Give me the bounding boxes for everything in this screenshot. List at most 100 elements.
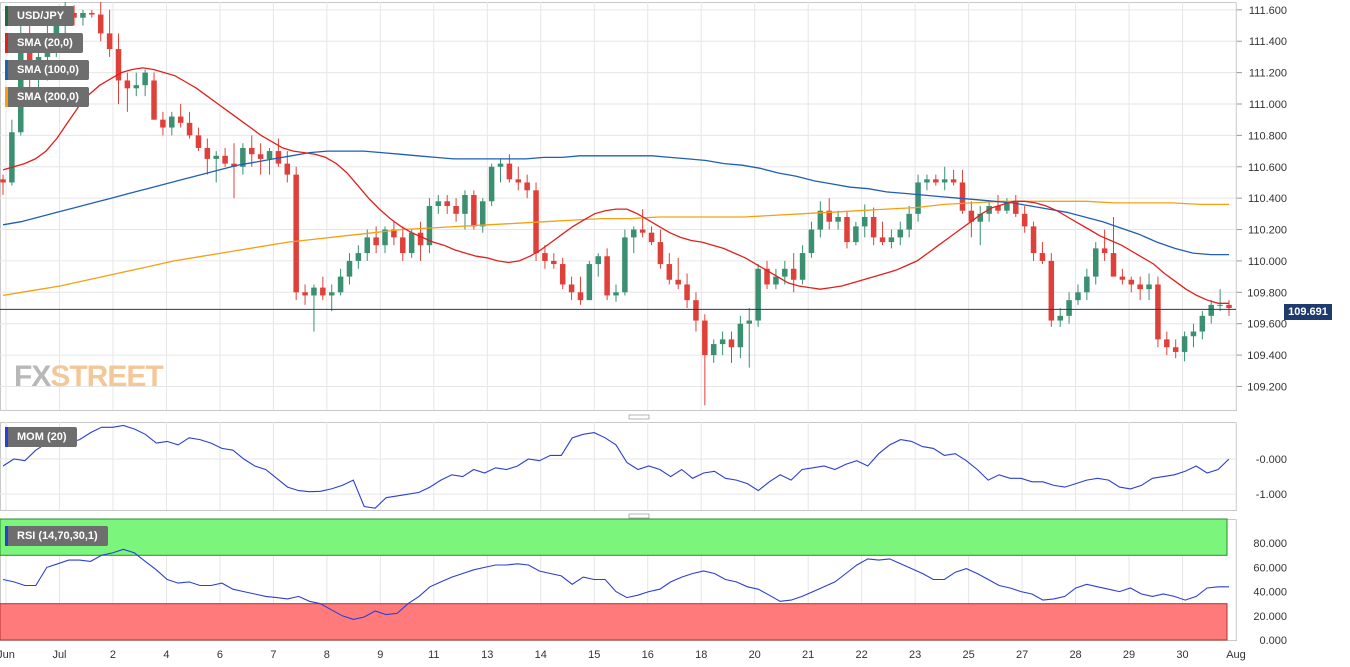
bull-candle [355,253,362,261]
mom-line [2,424,1230,509]
rsi-tick-label: 40.000 [1253,587,1287,599]
date-tick-label: 6 [217,649,223,661]
bull-candle [9,132,15,183]
logo-street: STREET [50,360,163,393]
bear-candle [391,229,397,238]
sma100-label[interactable]: SMA (100,0) [5,60,89,80]
bull-candle [435,201,442,206]
bull-candle [835,216,841,222]
date-tick-label: 9 [377,649,383,661]
bear-candle [275,151,282,164]
price-tick-label: 109.800 [1247,287,1287,299]
sma100-label-text: SMA (100,0) [17,64,79,76]
bull-candle [1208,304,1214,316]
bull-candle [746,320,753,324]
mom-tick-label: -0.000 [1256,454,1287,466]
bear-candle [151,80,157,120]
price-tick-label: 109.200 [1247,381,1287,393]
rsi-tick-label: 20.000 [1253,611,1287,623]
bear-candle [195,135,202,148]
bear-candle [302,292,308,296]
bear-candle [186,122,193,136]
price-tick-label: 110.000 [1248,256,1287,268]
bull-candle [337,276,344,293]
bear-candle [453,206,459,214]
mom-label[interactable]: MOM (20) [5,427,77,447]
bear-candle [968,210,975,222]
bull-candle [364,237,371,254]
sma100-line [2,150,1229,256]
rsi-label-text: RSI (14,70,30,1) [17,530,98,542]
bull-candle [426,206,433,246]
bear-candle [524,182,530,191]
date-tick-label: Jul [52,649,66,661]
bear-candle [639,229,646,233]
bear-candle [790,268,797,280]
bear-candle [400,237,406,254]
price-pane [0,2,1237,411]
rsi-label[interactable]: RSI (14,70,30,1) [5,526,108,546]
date-tick-label: 18 [695,649,707,661]
sma20-label[interactable]: SMA (20,0) [5,33,83,53]
mom-label-text: MOM (20) [17,431,67,443]
bear-candle [160,119,166,128]
bear-candle [728,339,735,348]
bear-candle [826,210,832,222]
bear-candle [666,264,673,280]
bear-candle [320,287,326,296]
bear-candle [879,237,886,243]
bull-candle [479,201,486,227]
bull-candle [613,292,619,296]
bear-candle [284,163,291,175]
bull-candle [595,256,601,265]
last-price-tag: 109.691 [1284,304,1332,320]
bear-candle [1030,226,1037,254]
bear-candle [1013,201,1019,214]
bull-candle [710,344,717,356]
bull-candle [622,237,628,293]
rsi-tick-label: 80.000 [1253,538,1287,550]
date-tick-label: 13 [481,649,493,661]
bear-candle [471,195,477,227]
pane-splitter-2 [628,513,650,519]
bear-candle [995,206,1001,211]
bear-candle [0,179,6,183]
bull-candle [719,339,726,345]
bear-candle [97,14,104,34]
bear-candle [26,33,33,73]
bull-candle [1084,276,1090,293]
bear-candle [764,268,770,285]
bull-candle [1190,331,1197,337]
price-tick-label: 110.600 [1248,162,1287,174]
bear-candle [1155,284,1161,340]
date-tick-label: 8 [324,649,330,661]
bull-candle [169,116,175,128]
bear-candle [870,216,877,238]
price-tick-label: 110.200 [1248,225,1287,237]
bear-candle [933,179,939,183]
bull-candle [853,226,859,243]
bear-candle [373,237,379,246]
bear-candle [1226,304,1232,308]
bull-candle [18,33,24,133]
bear-candle [1128,279,1135,285]
bear-candle [89,12,95,15]
date-tick-label: 2 [110,649,116,661]
bull-candle [1092,248,1099,277]
rsi-tick-label: 60.000 [1253,562,1287,574]
bear-candle [222,155,228,164]
bear-candle [248,147,255,155]
price-tick-label: 110.800 [1248,130,1287,142]
bull-candle [1066,300,1072,316]
bull-candle [941,179,948,183]
symbol-label[interactable]: USD/JPY [5,6,75,26]
bear-candle [177,116,184,123]
bull-candle [142,72,148,86]
bull-candle [382,229,388,246]
sma200-label[interactable]: SMA (200,0) [5,87,89,107]
pane-splitter-1 [628,414,650,420]
date-tick-label: 4 [163,649,169,661]
bull-candle [888,237,895,243]
bear-candle [417,232,424,246]
date-tick-label: 30 [1176,649,1188,661]
